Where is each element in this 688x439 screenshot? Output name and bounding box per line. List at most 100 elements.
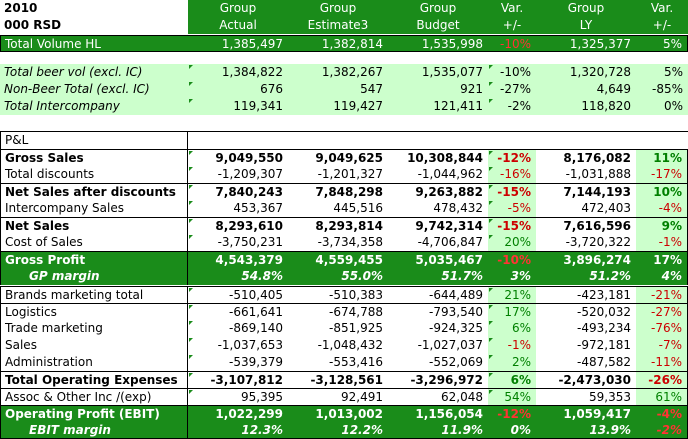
cell[interactable]: 51.2% [536,268,636,285]
cell[interactable]: 4,543,379 [188,251,288,268]
cell[interactable]: -15% [488,217,536,234]
cell[interactable]: 4,649 [536,81,636,98]
cell[interactable]: -539,379 [188,354,288,371]
cell[interactable]: 6% [488,320,536,337]
row-label[interactable]: Sales [0,337,188,354]
col-actual-subheader[interactable]: Actual [188,17,288,34]
col-var-budget-header[interactable]: Var. [488,0,536,17]
cell[interactable]: -793,540 [388,303,488,320]
cell[interactable]: 4,559,455 [288,251,388,268]
cell[interactable]: 12.3% [188,422,288,439]
cell[interactable]: 1,535,077 [388,64,488,81]
cell[interactable]: -674,788 [288,303,388,320]
row-label[interactable]: GP margin [0,268,188,285]
cell[interactable]: 0% [636,98,688,115]
col-estimate-header[interactable]: Group [288,0,388,17]
cell[interactable]: -85% [636,81,688,98]
row-label[interactable]: Total beer vol (excl. IC) [0,64,188,81]
cell[interactable]: -851,925 [288,320,388,337]
cell[interactable]: -10% [488,35,536,52]
cell[interactable]: 54.8% [188,268,288,285]
cell[interactable]: -3,734,358 [288,234,388,251]
col-estimate-subheader[interactable]: Estimate3 [288,17,388,34]
row-label[interactable]: EBIT margin [0,422,188,439]
row-label[interactable]: Trade marketing [0,320,188,337]
cell[interactable]: 95,395 [188,388,288,405]
header-year[interactable]: 2010 [0,0,188,17]
cell[interactable]: -520,032 [536,303,636,320]
cell[interactable]: 9% [636,217,688,234]
cell[interactable]: 445,516 [288,200,388,217]
cell[interactable]: -1% [636,234,688,251]
cell[interactable]: 547 [288,81,388,98]
cell[interactable]: -3,128,561 [288,371,388,388]
cell[interactable]: -1,037,653 [188,337,288,354]
cell[interactable]: 51.7% [388,268,488,285]
cell[interactable]: 1,325,377 [536,35,636,52]
row-label[interactable]: Net Sales [0,217,188,234]
row-label[interactable]: Total discounts [0,166,188,183]
cell[interactable]: -5% [488,200,536,217]
cell[interactable]: -423,181 [536,286,636,303]
cell[interactable]: 17% [488,303,536,320]
cell[interactable]: 4% [636,268,688,285]
cell[interactable]: 118,820 [536,98,636,115]
cell[interactable]: -27% [636,303,688,320]
cell[interactable]: 21% [488,286,536,303]
row-label[interactable]: Logistics [0,303,188,320]
cell[interactable]: 11.9% [388,422,488,439]
cell[interactable]: -644,489 [388,286,488,303]
cell[interactable]: 7,840,243 [188,183,288,200]
row-label[interactable]: Brands marketing total [0,286,188,303]
col-var-ly-header[interactable]: Var. [636,0,688,17]
cell[interactable]: 7,616,596 [536,217,636,234]
cell[interactable]: 121,411 [388,98,488,115]
cell[interactable]: -487,582 [536,354,636,371]
cell[interactable]: -76% [636,320,688,337]
cell[interactable]: -510,405 [188,286,288,303]
cell[interactable]: 9,049,550 [188,149,288,166]
cell[interactable]: -12% [488,405,536,422]
cell[interactable]: 54% [488,388,536,405]
cell[interactable]: -1,044,962 [388,166,488,183]
cell[interactable]: -2% [636,422,688,439]
cell[interactable]: 11% [636,149,688,166]
cell[interactable]: 453,367 [188,200,288,217]
cell[interactable]: -16% [488,166,536,183]
cell[interactable]: 59,353 [536,388,636,405]
cell[interactable]: 55.0% [288,268,388,285]
row-label[interactable]: Gross Profit [0,251,188,268]
cell[interactable]: 3,896,274 [536,251,636,268]
col-budget-subheader[interactable]: Budget [388,17,488,34]
cell[interactable]: -4% [636,405,688,422]
cell[interactable]: 7,848,298 [288,183,388,200]
cell[interactable]: 12.2% [288,422,388,439]
cell[interactable]: -3,720,322 [536,234,636,251]
cell[interactable]: -2,473,030 [536,371,636,388]
cell[interactable]: 478,432 [388,200,488,217]
cell[interactable]: 119,341 [188,98,288,115]
cell[interactable]: -2% [488,98,536,115]
cell[interactable]: 1,156,054 [388,405,488,422]
cell[interactable]: 1,382,814 [288,35,388,52]
row-label[interactable]: Assoc & Other Inc /(exp) [0,388,188,405]
cell[interactable]: 1,384,822 [188,64,288,81]
col-ly-header[interactable]: Group [536,0,636,17]
cell[interactable]: 8,293,610 [188,217,288,234]
cell[interactable]: 2% [488,354,536,371]
cell[interactable]: 9,263,882 [388,183,488,200]
col-ly-subheader[interactable]: LY [536,17,636,34]
cell[interactable]: -924,325 [388,320,488,337]
row-label[interactable]: Intercompany Sales [0,200,188,217]
cell[interactable]: 9,742,314 [388,217,488,234]
cell[interactable]: -661,641 [188,303,288,320]
cell[interactable]: 8,293,814 [288,217,388,234]
cell[interactable]: 17% [636,251,688,268]
cell[interactable]: -972,181 [536,337,636,354]
row-label[interactable]: Total Intercompany [0,98,188,115]
cell[interactable]: 61% [636,388,688,405]
col-budget-header[interactable]: Group [388,0,488,17]
header-unit[interactable]: 000 RSD [0,17,188,34]
cell[interactable]: 20% [488,234,536,251]
cell[interactable]: -3,296,972 [388,371,488,388]
